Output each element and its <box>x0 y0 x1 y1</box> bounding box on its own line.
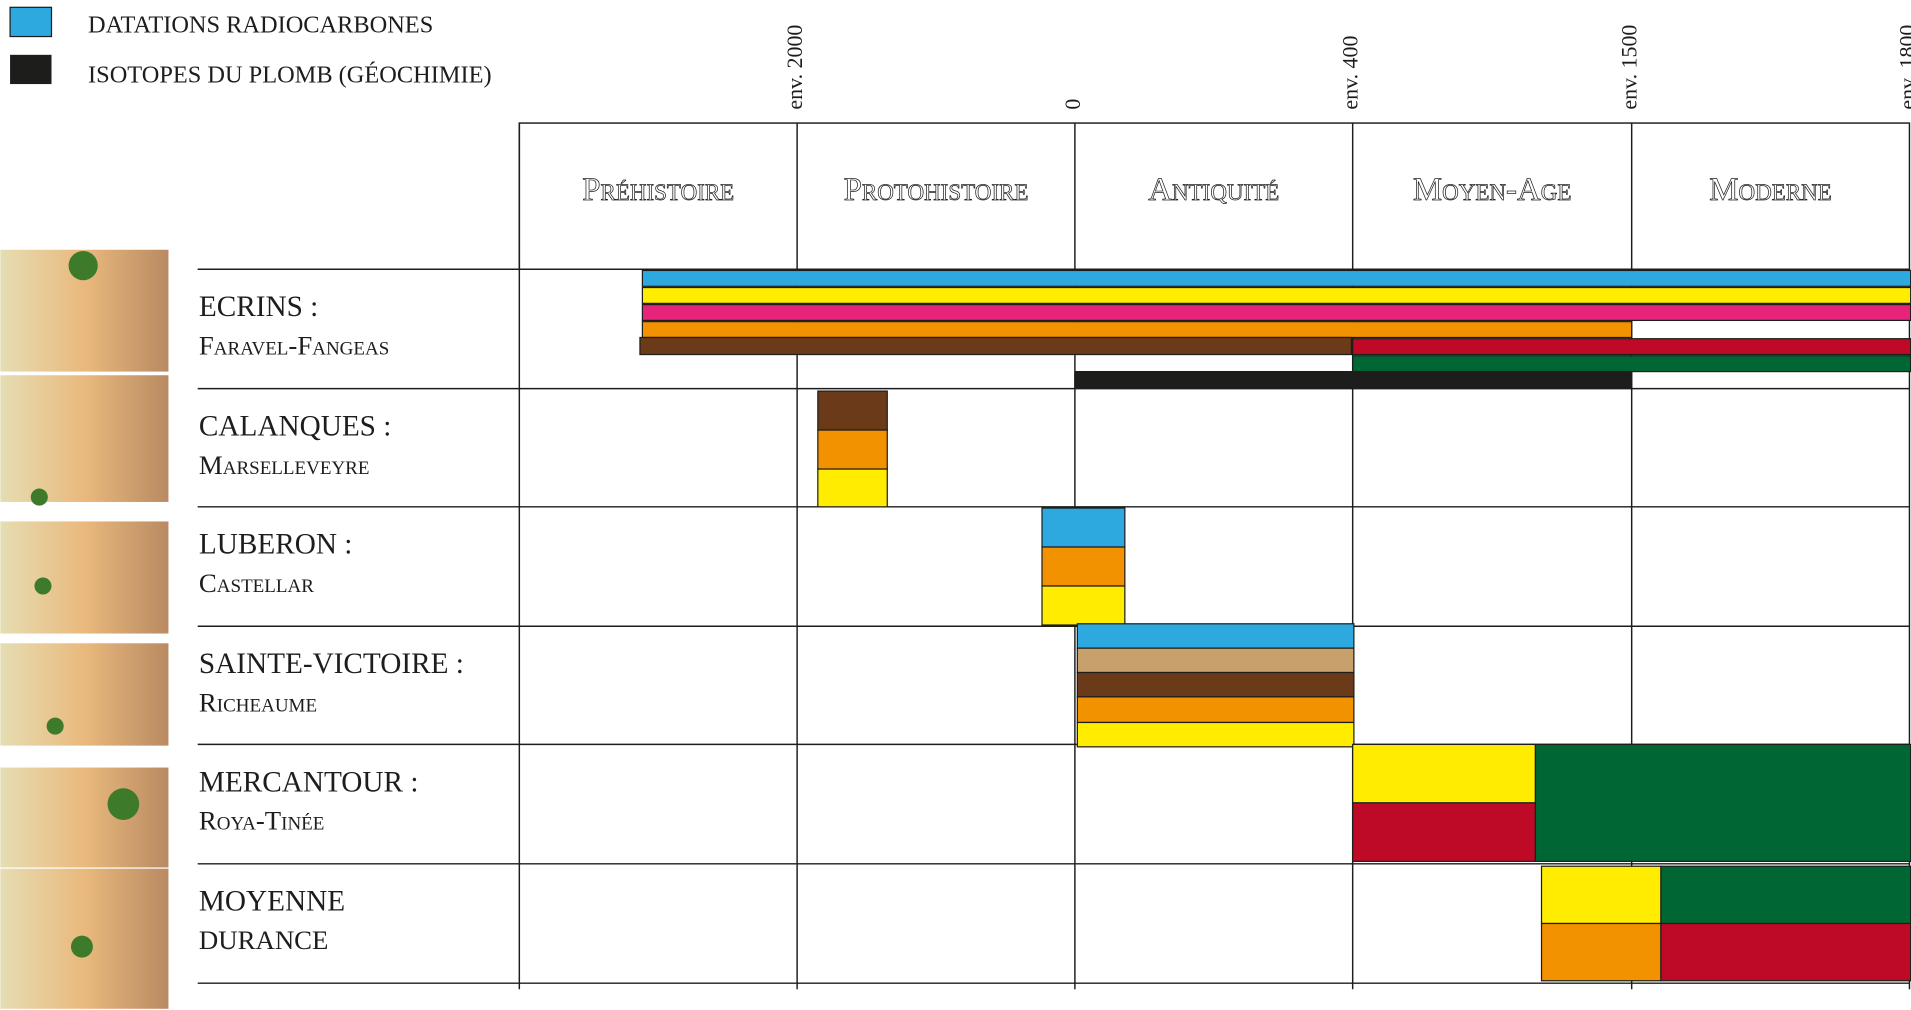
period-bar <box>1542 866 1661 923</box>
row-title: MERCANTOUR : <box>199 766 419 798</box>
row-title: LUBERON : <box>199 529 352 561</box>
period-bar <box>1353 803 1536 861</box>
period-bar <box>1542 923 1661 980</box>
row-title: SAINTE-VICTOIRE : <box>199 648 464 680</box>
row-title: CALANQUES : <box>199 411 391 443</box>
map-thumbnail <box>0 768 168 868</box>
legend-swatch <box>10 7 51 36</box>
map-location <box>108 788 140 820</box>
legend-swatch <box>10 55 51 84</box>
period-bar <box>1353 339 1911 355</box>
period-bar <box>1661 923 1911 980</box>
period-bar <box>1661 866 1911 923</box>
period-bar <box>642 322 1631 338</box>
map-location <box>47 718 64 735</box>
period-label: Protohistoire <box>844 172 1029 208</box>
period-bar <box>642 305 1910 321</box>
axis-label: env. 2000 <box>782 25 807 110</box>
axis-label: 0 <box>1060 99 1085 110</box>
row-title: MOYENNE <box>199 886 345 918</box>
period-bar <box>818 469 887 507</box>
row-subtitle: Roya-Tinée <box>199 806 324 836</box>
period-bar <box>642 288 1910 304</box>
period-bar <box>1077 722 1354 746</box>
period-label: Antiquité <box>1148 172 1279 208</box>
map-thumbnail <box>0 521 168 633</box>
period-bar <box>818 430 887 469</box>
period-bar <box>1042 508 1125 547</box>
period-bar <box>1077 624 1354 648</box>
period-bar <box>1042 586 1125 625</box>
map-location <box>71 936 93 958</box>
row-subtitle: Faravel-Fangeas <box>199 331 389 361</box>
map-location <box>34 577 51 594</box>
period-bar <box>1077 697 1354 723</box>
period-bar <box>1042 547 1125 586</box>
row-subtitle: Marselleveyre <box>199 450 370 480</box>
map-location <box>69 251 98 280</box>
row-subtitle: Richeaume <box>199 688 317 718</box>
map-thumbnail <box>0 375 168 502</box>
map-thumbnail <box>0 643 168 745</box>
period-bar <box>642 270 1910 286</box>
row-subtitle: Castellar <box>199 568 314 598</box>
axis-label: env. 1500 <box>1617 25 1642 110</box>
period-bar <box>1353 356 1911 372</box>
period-bar <box>1077 673 1354 697</box>
axis-label: env. 400 <box>1338 36 1363 110</box>
legend-label: DATATIONS RADIOCARBONES <box>88 11 433 38</box>
period-label: Préhistoire <box>582 172 734 208</box>
map-location <box>31 489 48 506</box>
legend-label: ISOTOPES DU PLOMB (GÉOCHIMIE) <box>88 60 492 88</box>
row-subtitle: DURANCE <box>199 925 329 955</box>
period-bar <box>640 337 1352 354</box>
period-bar <box>1075 372 1632 388</box>
axis-label: env. 1800 <box>1894 25 1911 110</box>
period-label: Moyen-Age <box>1413 172 1571 208</box>
period-label: Moderne <box>1709 172 1832 208</box>
period-bar <box>1535 744 1910 861</box>
period-bar <box>1353 744 1536 802</box>
row-title: ECRINS : <box>199 291 318 323</box>
diagram: DATATIONS RADIOCARBONES ISOTOPES DU PLOM… <box>0 0 1911 1010</box>
period-bar <box>818 391 887 430</box>
period-bar <box>1077 648 1354 672</box>
